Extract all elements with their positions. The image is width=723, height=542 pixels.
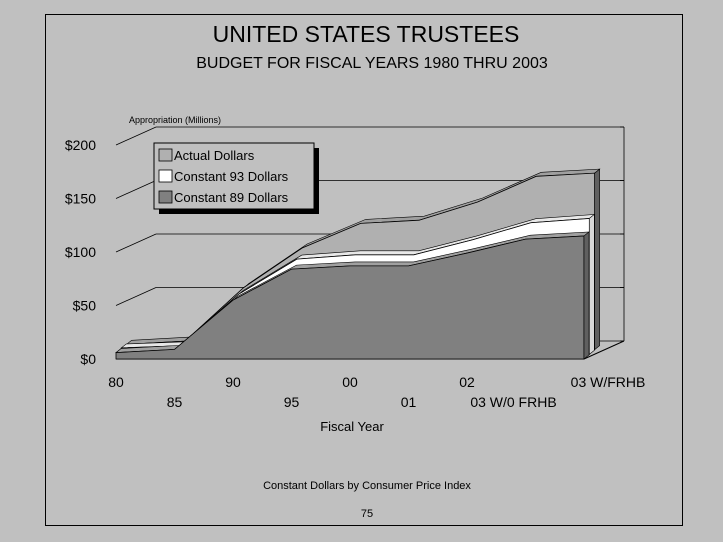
legend-swatch-actual: [158, 148, 173, 162]
x-tick-labels: 80 85 90 95 00 01 02 03 W/0 FRHB 03 W/FRHB: [108, 374, 645, 410]
gridline-diagonal: [115, 233, 157, 253]
floor-side-edge: [583, 340, 625, 360]
y-tick-label: $0: [80, 351, 96, 367]
y-tick-label: $200: [65, 137, 96, 153]
y-tick-labels: $0 $50 $100 $150 $200: [65, 137, 96, 367]
legend-swatch-constant93: [158, 169, 173, 183]
y-tick-label: $50: [73, 298, 97, 314]
y-axis-label: Appropriation (Millions): [129, 115, 221, 125]
x-tick-label: 85: [167, 394, 183, 410]
slide-frame: UNITED STATES TRUSTEES BUDGET FOR FISCAL…: [45, 14, 683, 526]
y-tick-label: $100: [65, 244, 96, 260]
chart-legend: Actual Dollars Constant 93 Dollars Const…: [153, 142, 319, 214]
chart-subtitle: BUDGET FOR FISCAL YEARS 1980 THRU 2003: [196, 55, 548, 72]
page-number: 75: [361, 508, 373, 520]
x-tick-label: 01: [401, 394, 417, 410]
gridline-diagonal: [115, 126, 157, 146]
chart-title: UNITED STATES TRUSTEES: [213, 21, 520, 47]
area-constant-93-dollars-side: [589, 213, 595, 355]
legend-label-constant93: Constant 93 Dollars: [174, 169, 289, 184]
legend-label-constant89: Constant 89 Dollars: [174, 190, 289, 205]
x-axis-label: Fiscal Year: [320, 419, 384, 434]
y-tick-label: $150: [65, 191, 96, 207]
budget-chart: UNITED STATES TRUSTEES BUDGET FOR FISCAL…: [65, 21, 646, 520]
gridline-diagonal: [115, 180, 157, 199]
area-actual-dollars-side: [594, 168, 600, 351]
footnote: Constant Dollars by Consumer Price Index: [263, 480, 471, 492]
gridline-diagonal: [115, 287, 157, 306]
x-tick-label: 95: [284, 394, 300, 410]
area-constant-89-dollars-side: [583, 231, 590, 360]
x-tick-label: 80: [108, 374, 124, 390]
x-tick-label: 03 W/FRHB: [571, 374, 646, 390]
area-series: [115, 168, 601, 360]
x-tick-label: 00: [342, 374, 358, 390]
x-tick-label: 90: [225, 374, 241, 390]
legend-label-actual: Actual Dollars: [174, 148, 255, 163]
legend-swatch-constant89: [158, 190, 173, 204]
legend-box: [153, 142, 315, 210]
x-tick-label: 03 W/0 FRHB: [470, 394, 556, 410]
x-tick-label: 02: [459, 374, 475, 390]
